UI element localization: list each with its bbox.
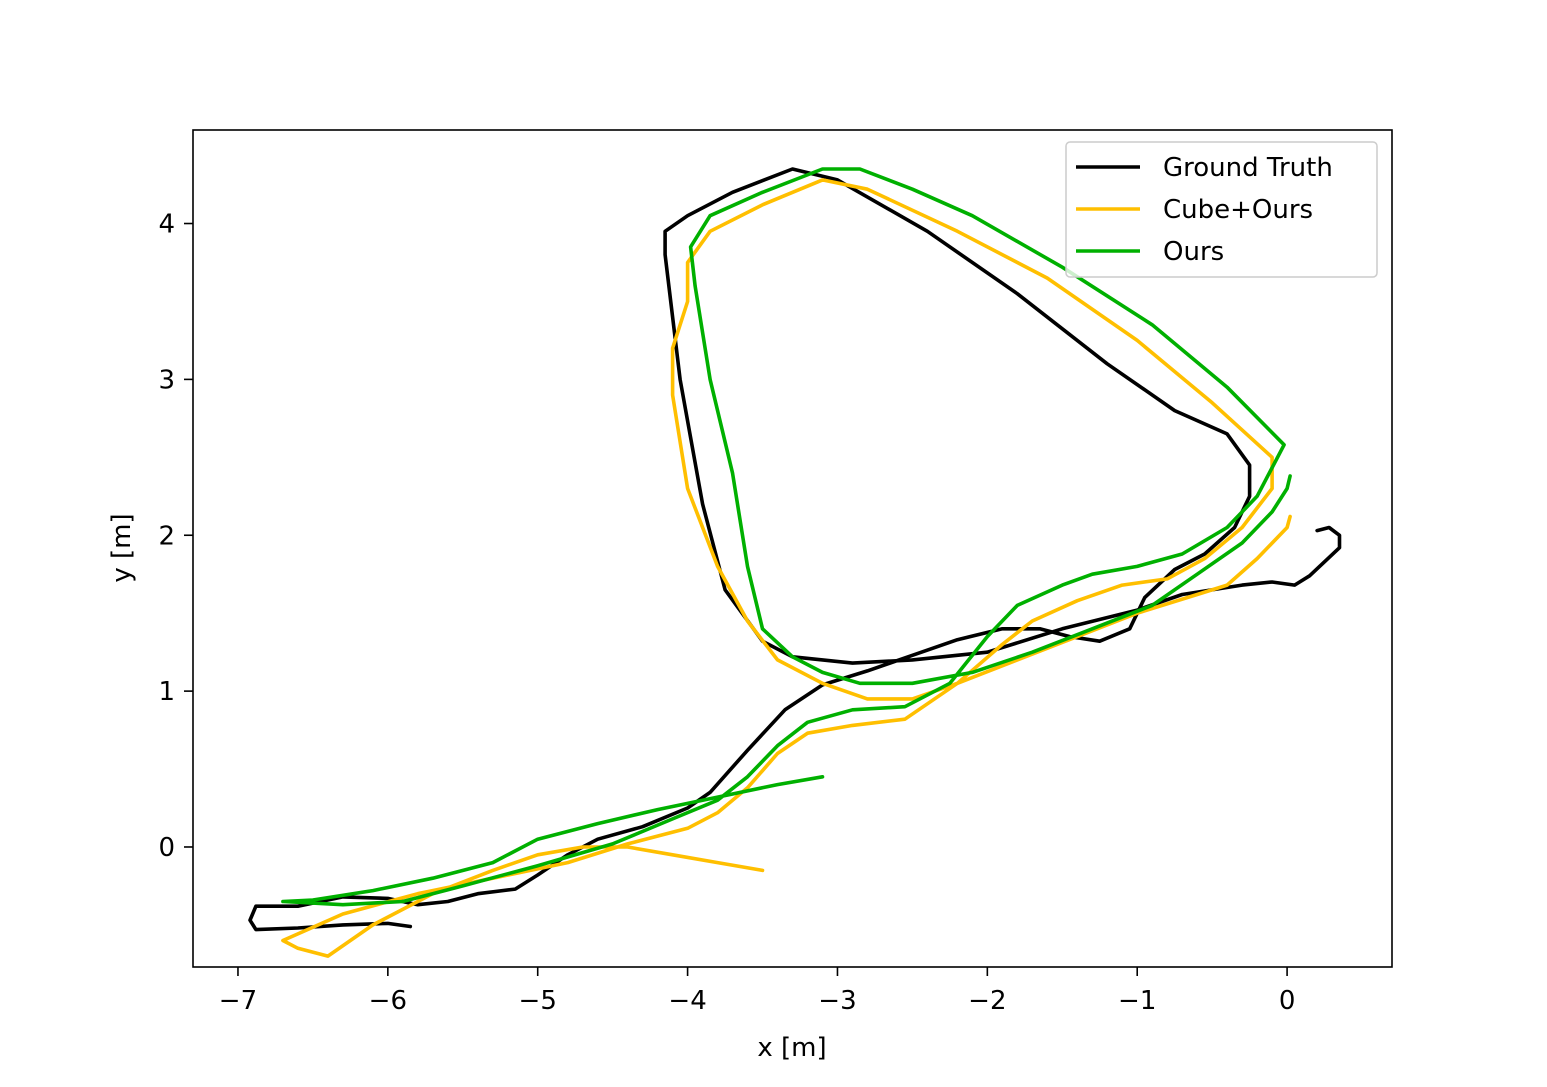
series-layer [248,167,1342,958]
plot-frame [192,129,1393,968]
x-tick-label-3: −4 [668,986,706,1016]
x-tick-label-6: −1 [1118,986,1156,1016]
legend-label-1: Cube+Ours [1163,195,1313,225]
y-tick-label-2: 2 [158,521,175,551]
y-axis-label: y [m] [107,513,137,582]
legend: Ground Truth Cube+Ours Ours [1065,141,1378,278]
x-tick-label-1: −6 [369,986,407,1016]
x-tick-label-7: 0 [1279,986,1296,1016]
x-tick-label-0: −7 [219,986,257,1016]
y-tick-label-3: 3 [158,365,175,395]
series-line-1 [281,178,1292,958]
series-line-2 [281,167,1292,907]
x-tick-label-2: −5 [519,986,557,1016]
x-axis-label: x [m] [757,1033,826,1063]
y-axis: 0 1 2 3 4 [158,210,193,863]
x-tick-label-5: −2 [968,986,1006,1016]
y-tick-label-4: 4 [158,210,175,240]
y-tick-label-1: 1 [158,677,175,707]
x-axis: −7 −6 −5 −4 −3 −2 −1 0 [219,967,1296,1016]
y-tick-label-0: 0 [158,833,175,863]
x-tick-label-4: −3 [818,986,856,1016]
legend-label-2: Ours [1163,237,1224,267]
legend-label-0: Ground Truth [1163,153,1333,183]
legend-box [1065,141,1378,278]
series-line-0 [248,167,1342,932]
